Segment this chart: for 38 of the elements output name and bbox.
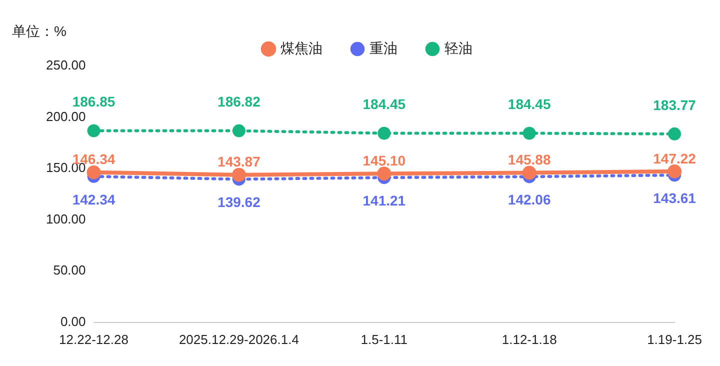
point [378, 126, 391, 140]
data-label: 142.34 [72, 191, 116, 208]
x-tick-label: 1.12-1.18 [502, 332, 557, 347]
y-tick-label: 0.00 [60, 314, 86, 329]
point [668, 127, 682, 140]
y-tick-label: 250.00 [46, 58, 86, 73]
data-label: 147.22 [653, 150, 696, 166]
point [232, 168, 246, 182]
point [86, 165, 101, 180]
data-label: 186.82 [218, 94, 261, 110]
data-label: 184.45 [508, 96, 551, 112]
legend-label: 重油 [370, 40, 398, 56]
x-tick-label: 2025.12.29-2026.1.4 [178, 332, 299, 347]
point [668, 164, 682, 178]
point [232, 124, 246, 138]
y-tick-label: 200.00 [46, 108, 86, 124]
data-label: 142.06 [508, 192, 551, 208]
x-tick-label: 1.5-1.11 [360, 332, 408, 347]
legend-label: 轻油 [444, 40, 472, 56]
point [522, 166, 536, 180]
y-axis-title: 单位：% [12, 22, 66, 39]
data-label: 186.85 [72, 94, 116, 110]
point [87, 124, 100, 138]
point [377, 166, 392, 181]
x-tick-label: 12.22-12.28 [59, 332, 128, 347]
legend-label: 煤焦油 [280, 40, 322, 56]
data-label: 143.61 [653, 190, 696, 206]
y-tick-label: 100.00 [46, 211, 86, 226]
x-tick-label: 1.19-1.25 [647, 332, 702, 347]
data-label: 145.10 [362, 152, 406, 168]
y-tick-label: 50.00 [53, 262, 86, 278]
data-label: 184.45 [362, 96, 406, 112]
data-label: 145.88 [508, 152, 551, 168]
data-label: 139.62 [218, 194, 261, 210]
data-label: 143.87 [218, 154, 261, 170]
data-label: 141.21 [362, 192, 406, 208]
point [522, 126, 536, 140]
data-label: 183.77 [653, 96, 696, 113]
